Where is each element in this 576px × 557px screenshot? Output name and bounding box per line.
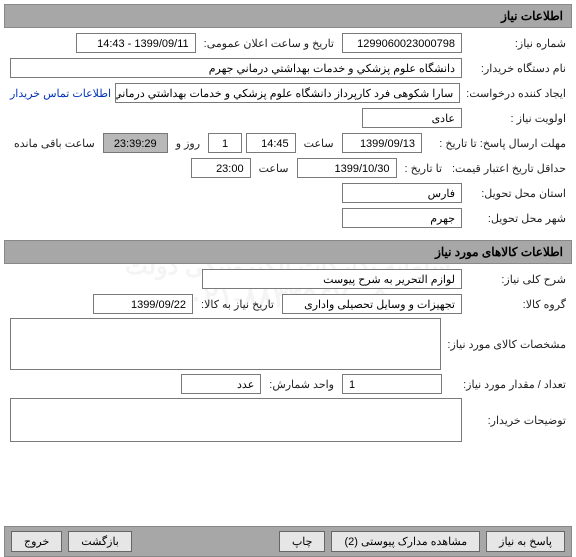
qty-field: 1 — [342, 374, 442, 394]
reply-button[interactable]: پاسخ به نیاز — [486, 531, 565, 552]
exit-button[interactable]: خروج — [11, 531, 62, 552]
buyer-field: دانشگاه علوم پزشکي و خدمات بهداشتي درمان… — [10, 58, 462, 78]
days-field: 1 — [208, 133, 242, 153]
buyer-label: نام دستگاه خریدار: — [466, 62, 566, 75]
panel2-title: اطلاعات کالاهای مورد نیاز — [4, 240, 572, 264]
need-date-field: 1399/09/22 — [93, 294, 193, 314]
province-field: فارس — [342, 183, 462, 203]
reply-deadline-label: مهلت ارسال پاسخ: تا تاریخ : — [426, 137, 566, 150]
desc-field: لوازم التحریر به شرح پیوست — [202, 269, 462, 289]
days-label: روز و — [172, 137, 204, 150]
attachments-button[interactable]: مشاهده مدارک پیوستی (2) — [331, 531, 480, 552]
remaining-label: ساعت باقی مانده — [10, 137, 99, 150]
announce-field: 1399/09/11 - 14:43 — [76, 33, 196, 53]
price-valid-date-field: 1399/10/30 — [297, 158, 397, 178]
group-field: تجهیزات و وسایل تحصیلی واداری — [282, 294, 462, 314]
priority-label: اولویت نیاز : — [466, 112, 566, 125]
price-valid-time-field: 23:00 — [191, 158, 251, 178]
price-valid-label: حداقل تاریخ اعتبار قیمت: — [450, 162, 566, 175]
unit-label: واحد شمارش: — [265, 378, 338, 391]
spec-label: مشخصات کالای مورد نیاز: — [445, 338, 566, 351]
price-valid-to-label: تا تاریخ : — [401, 162, 446, 175]
city-field: جهرم — [342, 208, 462, 228]
spec-field — [10, 318, 441, 370]
reply-time-label: ساعت — [300, 137, 338, 150]
group-label: گروه کالا: — [466, 298, 566, 311]
creator-field: سارا شکوهی فرد کارپرداز دانشگاه علوم پزش… — [115, 83, 460, 103]
province-label: استان محل تحویل: — [466, 187, 566, 200]
announce-label: تاریخ و ساعت اعلان عمومی: — [200, 37, 338, 50]
countdown-field: 23:39:29 — [103, 133, 168, 153]
desc-label: شرح کلی نیاز: — [466, 273, 566, 286]
reply-time-field: 14:45 — [246, 133, 296, 153]
creator-label: ایجاد کننده درخواست: — [464, 87, 566, 100]
need-date-label: تاریخ نیاز به کالا: — [197, 298, 278, 311]
request-no-field: 1299060023000798 — [342, 33, 462, 53]
qty-label: تعداد / مقدار مورد نیاز: — [446, 378, 566, 391]
panel-goods-info: اطلاعات کالاهای مورد نیاز شرح کلی نیاز: … — [4, 240, 572, 449]
request-no-label: شماره نیاز: — [466, 37, 566, 50]
price-valid-time-label: ساعت — [255, 162, 293, 175]
print-button[interactable]: چاپ — [279, 531, 326, 552]
priority-field: عادی — [362, 108, 462, 128]
panel-need-info: اطلاعات نیاز شماره نیاز: 129906002300079… — [4, 4, 572, 236]
unit-field: عدد — [181, 374, 261, 394]
notes-label: توضیحات خریدار: — [466, 414, 566, 427]
city-label: شهر محل تحویل: — [466, 212, 566, 225]
reply-date-field: 1399/09/13 — [342, 133, 422, 153]
footer-bar: پاسخ به نیاز مشاهده مدارک پیوستی (2) چاپ… — [4, 526, 572, 557]
panel1-title: اطلاعات نیاز — [4, 4, 572, 28]
notes-field — [10, 398, 462, 442]
back-button[interactable]: بازگشت — [68, 531, 132, 552]
buyer-contact-link[interactable]: اطلاعات تماس خریدار — [10, 87, 111, 100]
